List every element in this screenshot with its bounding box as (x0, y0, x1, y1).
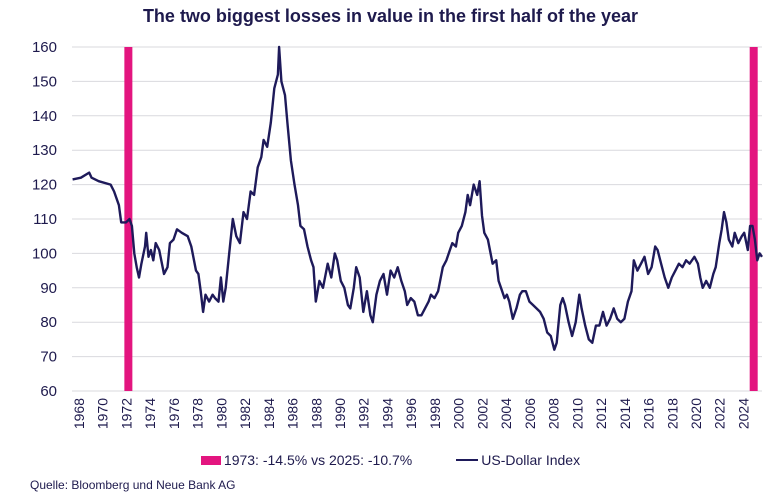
x-tick-label: 2024 (735, 398, 751, 429)
legend-item-usd-index: US-Dollar Index (456, 452, 580, 468)
legend-line-swatch (456, 459, 479, 461)
y-tick-label: 80 (40, 314, 57, 331)
x-tick-label: 1980 (213, 398, 229, 429)
y-tick-label: 160 (32, 39, 57, 56)
x-tick-label: 2022 (712, 398, 728, 429)
x-tick-label: 2016 (641, 398, 657, 429)
y-tick-label: 140 (32, 108, 57, 125)
x-tick-label: 2002 (474, 398, 490, 429)
x-tick-label: 2000 (451, 398, 467, 429)
legend-item-highlight: 1973: -14.5% vs 2025: -10.7% (200, 452, 413, 468)
legend-bar-swatch (200, 455, 221, 465)
x-tick-label: 1984 (261, 398, 277, 429)
chart-title: The two biggest losses in value in the f… (142, 6, 639, 26)
series-lines (72, 45, 763, 351)
y-tick-label: 90 (40, 280, 57, 297)
legend-label-highlight: 1973: -14.5% vs 2025: -10.7% (223, 452, 413, 468)
legend-label-usd-index: US-Dollar Index (481, 452, 581, 468)
x-tick-label: 1972 (118, 398, 134, 429)
y-tick-label: 150 (32, 73, 57, 90)
highlight-bar (749, 47, 758, 391)
x-tick-label: 1994 (379, 398, 395, 429)
x-tick-label: 2014 (617, 398, 633, 429)
x-tick-label: 1974 (142, 398, 158, 429)
x-axis-ticks: 1968 1970 1972 1974 1976 1978 1980 1982 1984 1986… (71, 398, 751, 429)
y-tick-label: 100 (32, 245, 57, 262)
x-tick-label: 1998 (427, 398, 443, 429)
x-tick-label: 2012 (593, 398, 609, 429)
x-tick-label: 2020 (688, 398, 704, 429)
x-tick-label: 1986 (285, 398, 301, 429)
y-tick-label: 130 (32, 142, 57, 159)
y-tick-label: 110 (33, 211, 57, 228)
x-tick-label: 1976 (166, 398, 182, 429)
x-tick-label: 2010 (569, 398, 585, 429)
y-axis-ticks: 60 70 80 90 100 110 120 130 140 150 160 (32, 39, 57, 400)
y-tick-label: 60 (40, 383, 57, 400)
y-tick-label: 70 (40, 349, 57, 366)
source-note: Quelle: Bloomberg und Neue Bank AG (30, 478, 236, 492)
x-tick-label: 2018 (664, 398, 680, 429)
x-tick-label: 1982 (237, 398, 253, 429)
x-tick-label: 1988 (308, 398, 324, 429)
x-tick-label: 2006 (522, 398, 538, 429)
x-tick-label: 1996 (403, 398, 419, 429)
x-tick-label: 2004 (498, 398, 514, 429)
grid-lines (72, 46, 762, 392)
x-tick-label: 1968 (71, 398, 87, 429)
y-tick-label: 120 (32, 177, 57, 194)
x-tick-label: 1970 (95, 398, 111, 429)
x-tick-label: 1992 (356, 398, 372, 429)
x-tick-label: 1978 (190, 398, 206, 429)
usd-index-line (72, 45, 763, 351)
x-tick-label: 2008 (546, 398, 562, 429)
legend: 1973: -14.5% vs 2025: -10.7% US-Dollar I… (0, 452, 781, 468)
x-tick-label: 1990 (332, 398, 348, 429)
